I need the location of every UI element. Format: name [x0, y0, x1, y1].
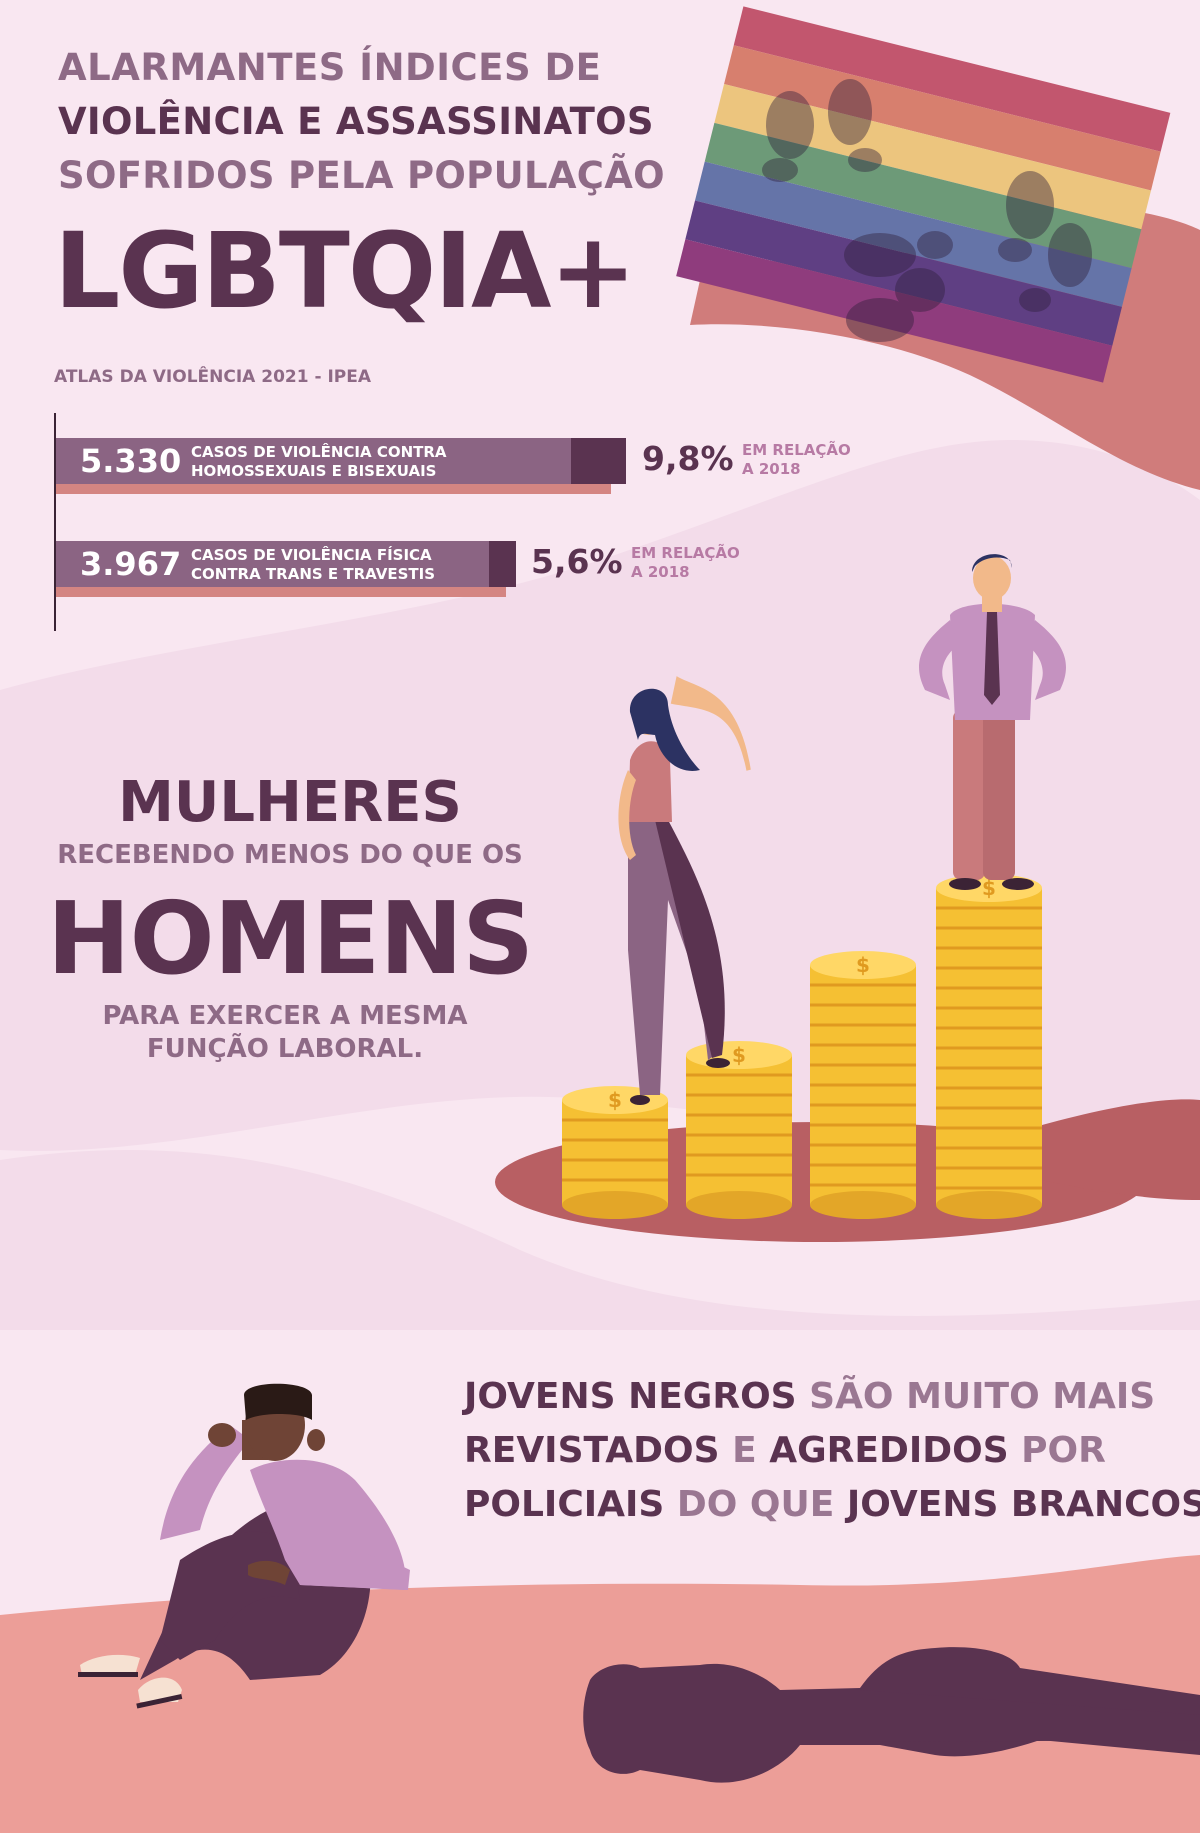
police-shadow-icon — [583, 1647, 1200, 1783]
heading-line-2: VIOLÊNCIA E ASSASSINATOS — [58, 100, 654, 143]
youth-line-2: REVISTADOS E AGREDIDOS POR — [464, 1424, 1164, 1478]
stat-change-note: EM RELAÇÃO A 2018 — [742, 441, 851, 478]
stat-bar: 5.330 CASOS DE VIOLÊNCIA CONTRA HOMOSSEX… — [56, 438, 626, 494]
youth-line-1-rest: SÃO MUITO MAIS — [796, 1376, 1156, 1417]
stat-bar: 3.967 CASOS DE VIOLÊNCIA FÍSICA CONTRA T… — [56, 541, 516, 597]
svg-text:$: $ — [982, 876, 996, 900]
stat-change: 9,8% — [642, 439, 734, 478]
bar-end — [571, 438, 626, 484]
youth-line-3-emphasis-b: JOVENS BRANCOS — [846, 1484, 1200, 1525]
stat-label: CASOS DE VIOLÊNCIA FÍSICA CONTRA TRANS E… — [191, 546, 436, 583]
women-subheading: RECEBENDO MENOS DO QUE OS — [57, 840, 523, 870]
stats-axis-line — [54, 413, 56, 631]
rainbow-flag-icon — [676, 6, 1200, 491]
stat-value: 5.330 — [80, 442, 182, 480]
bar-end — [489, 541, 516, 587]
youth-line-2-emphasis-b: AGREDIDOS — [769, 1430, 1009, 1471]
youth-line-1: JOVENS NEGROS SÃO MUITO MAIS — [464, 1370, 1164, 1424]
heading-line-3: SOFRIDOS PELA POPULAÇÃO — [58, 154, 665, 197]
wave-band-mid — [0, 1150, 1200, 1330]
youth-line-2-conj: E — [719, 1430, 770, 1471]
svg-text:$: $ — [856, 953, 870, 977]
bar-face — [56, 541, 489, 587]
stat-change: 5,6% — [531, 542, 623, 581]
youth-line-3-conj: DO QUE — [664, 1484, 847, 1525]
youth-statement: JOVENS NEGROS SÃO MUITO MAIS REVISTADOS … — [464, 1370, 1200, 1532]
men-heading: HOMENS — [46, 880, 534, 997]
bar-shadow — [56, 587, 506, 597]
stat-label: CASOS DE VIOLÊNCIA CONTRA HOMOSSEXUAIS E… — [191, 443, 447, 480]
heading-line-1: ALARMANTES ÍNDICES DE — [58, 46, 602, 89]
youth-line-3-emphasis-a: POLICIAIS — [464, 1484, 665, 1525]
stat-change-note: EM RELAÇÃO A 2018 — [631, 544, 740, 581]
svg-text:$: $ — [732, 1043, 746, 1067]
sitting-youth-icon — [78, 1383, 410, 1709]
coin-stack-icon — [562, 874, 1042, 1219]
women-caption: PARA EXERCER A MESMA FUNÇÃO LABORAL. — [102, 1001, 468, 1064]
youth-line-2-rest: POR — [1008, 1430, 1106, 1471]
bar-shadow — [56, 484, 611, 494]
source-caption: ATLAS DA VIOLÊNCIA 2021 - IPEA — [54, 367, 372, 387]
stat-value: 3.967 — [80, 545, 182, 583]
women-heading: MULHERES — [118, 770, 462, 835]
bar-face — [56, 438, 571, 484]
youth-line-2-emphasis-a: REVISTADOS — [464, 1430, 720, 1471]
dollar-coin-icon: $ $ $ $ — [608, 876, 996, 1112]
page-title: LGBTQIA+ — [54, 210, 637, 332]
youth-line-3: POLICIAIS DO QUE JOVENS BRANCOS — [464, 1478, 1200, 1532]
youth-line-1-emphasis: JOVENS NEGROS — [464, 1376, 797, 1417]
woman-figure-icon — [618, 676, 751, 1105]
man-figure-icon — [919, 554, 1066, 890]
footprints-icon — [762, 79, 1092, 342]
svg-text:$: $ — [608, 1088, 622, 1112]
